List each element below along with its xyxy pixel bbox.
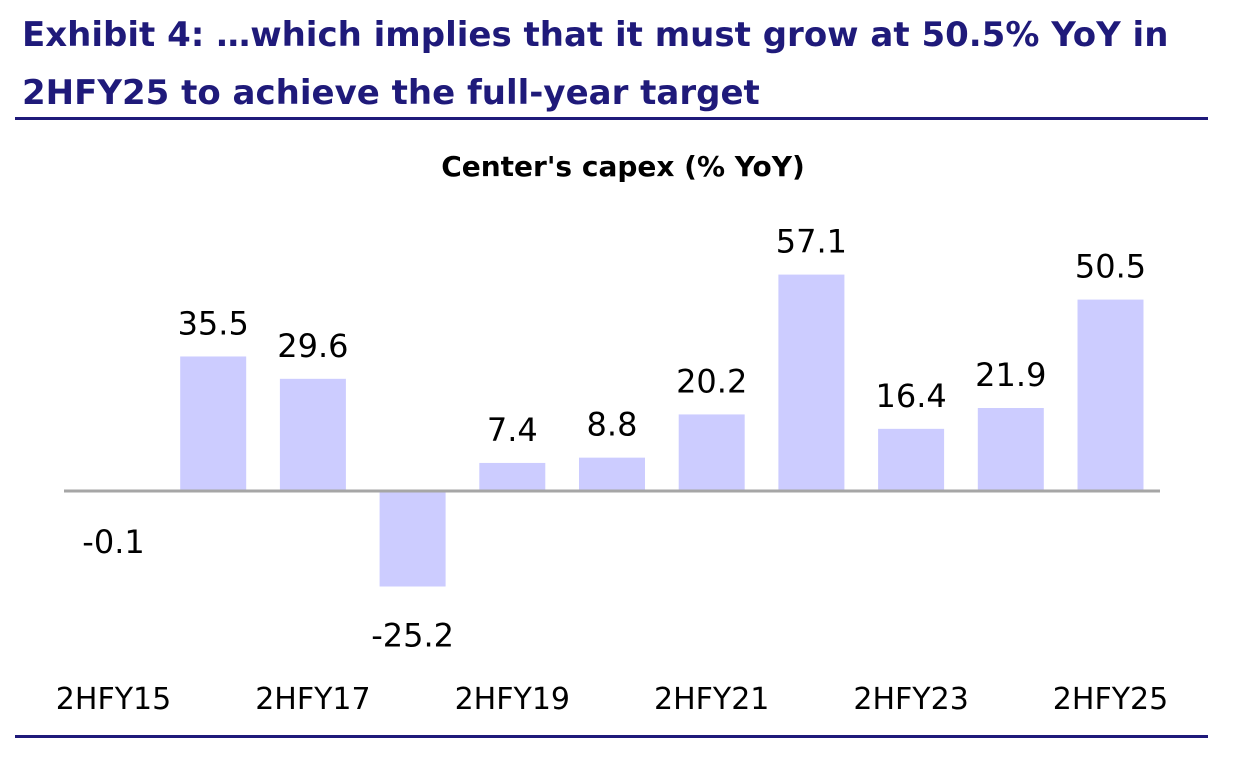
data-label-2hfy25: 50.5 — [1075, 248, 1146, 286]
data-labels-layer: -0.1 35.5 29.6 -25.2 7.4 8.8 20.2 57.1 16.4 21.9 5… — [82, 223, 1146, 655]
bar-2hfy25 — [1077, 299, 1144, 491]
x-tick-label-2hfy15: 2HFY15 — [56, 682, 171, 717]
data-label-2hfy18: -25.2 — [371, 617, 454, 655]
x-tick-label-2hfy23: 2HFY23 — [853, 682, 968, 717]
x-tick-label-2hfy25: 2HFY25 — [1053, 682, 1168, 717]
x-tick-label-2hfy19: 2HFY19 — [455, 682, 570, 717]
title-underline — [15, 117, 1208, 120]
data-label-2hfy20: 8.8 — [587, 406, 638, 444]
data-label-2hfy16: 35.5 — [178, 304, 249, 342]
data-label-2hfy23: 16.4 — [875, 377, 946, 415]
x-tick-labels-layer: 2HFY15 2HFY17 2HFY19 2HFY21 2HFY23 2HFY25 — [56, 682, 1168, 717]
bottom-rule — [15, 735, 1208, 738]
bar-2hfy17 — [279, 378, 346, 491]
chart-title: Center's capex (% YoY) — [441, 150, 805, 183]
bars-layer — [80, 274, 1144, 587]
bar-2hfy23 — [878, 428, 945, 491]
bar-2hfy16 — [180, 356, 247, 491]
bar-2hfy21 — [678, 414, 745, 491]
exhibit-title: Exhibit 4: …which implies that it must g… — [22, 15, 1169, 113]
data-label-2hfy21: 20.2 — [676, 362, 747, 400]
data-label-2hfy17: 29.6 — [277, 327, 348, 365]
data-label-2hfy24: 21.9 — [975, 356, 1046, 394]
bar-2hfy22 — [778, 274, 845, 491]
x-tick-label-2hfy17: 2HFY17 — [255, 682, 370, 717]
bar-2hfy20 — [579, 457, 645, 491]
data-label-2hfy19: 7.4 — [487, 411, 538, 449]
x-tick-label-2hfy21: 2HFY21 — [654, 682, 769, 717]
data-label-2hfy22: 57.1 — [776, 223, 847, 261]
bar-2hfy18 — [379, 491, 446, 587]
data-label-2hfy15: -0.1 — [82, 523, 144, 561]
bar-2hfy24 — [977, 407, 1044, 491]
bar-2hfy19 — [479, 462, 546, 491]
